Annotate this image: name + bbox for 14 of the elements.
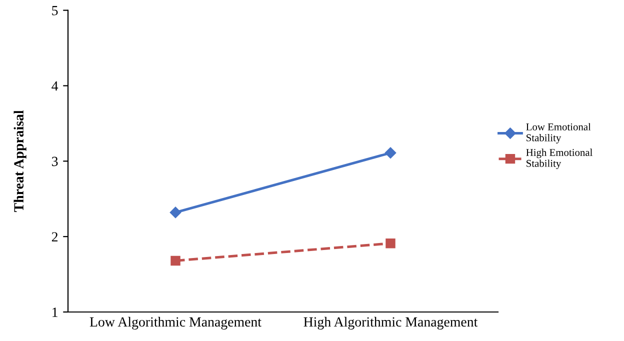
- x-tick-label: Low Algorithmic Management: [90, 316, 262, 330]
- point: [170, 256, 180, 266]
- y-tick-label: 3: [52, 156, 58, 166]
- x-tick-label: High Algorithmic Management: [304, 316, 478, 330]
- point: [170, 206, 182, 218]
- y-tick-label: 5: [52, 6, 58, 16]
- legend-label: Low Emotional Stability: [526, 123, 591, 144]
- y-tick-label: 1: [52, 308, 58, 317]
- y-axis-title: Threat Appraisal: [14, 110, 26, 212]
- y-tick-label: 2: [52, 232, 58, 242]
- point: [386, 238, 396, 248]
- y-tick-label: 4: [52, 81, 58, 91]
- legend-label: High Emotional Stability: [526, 148, 592, 170]
- point: [384, 147, 396, 158]
